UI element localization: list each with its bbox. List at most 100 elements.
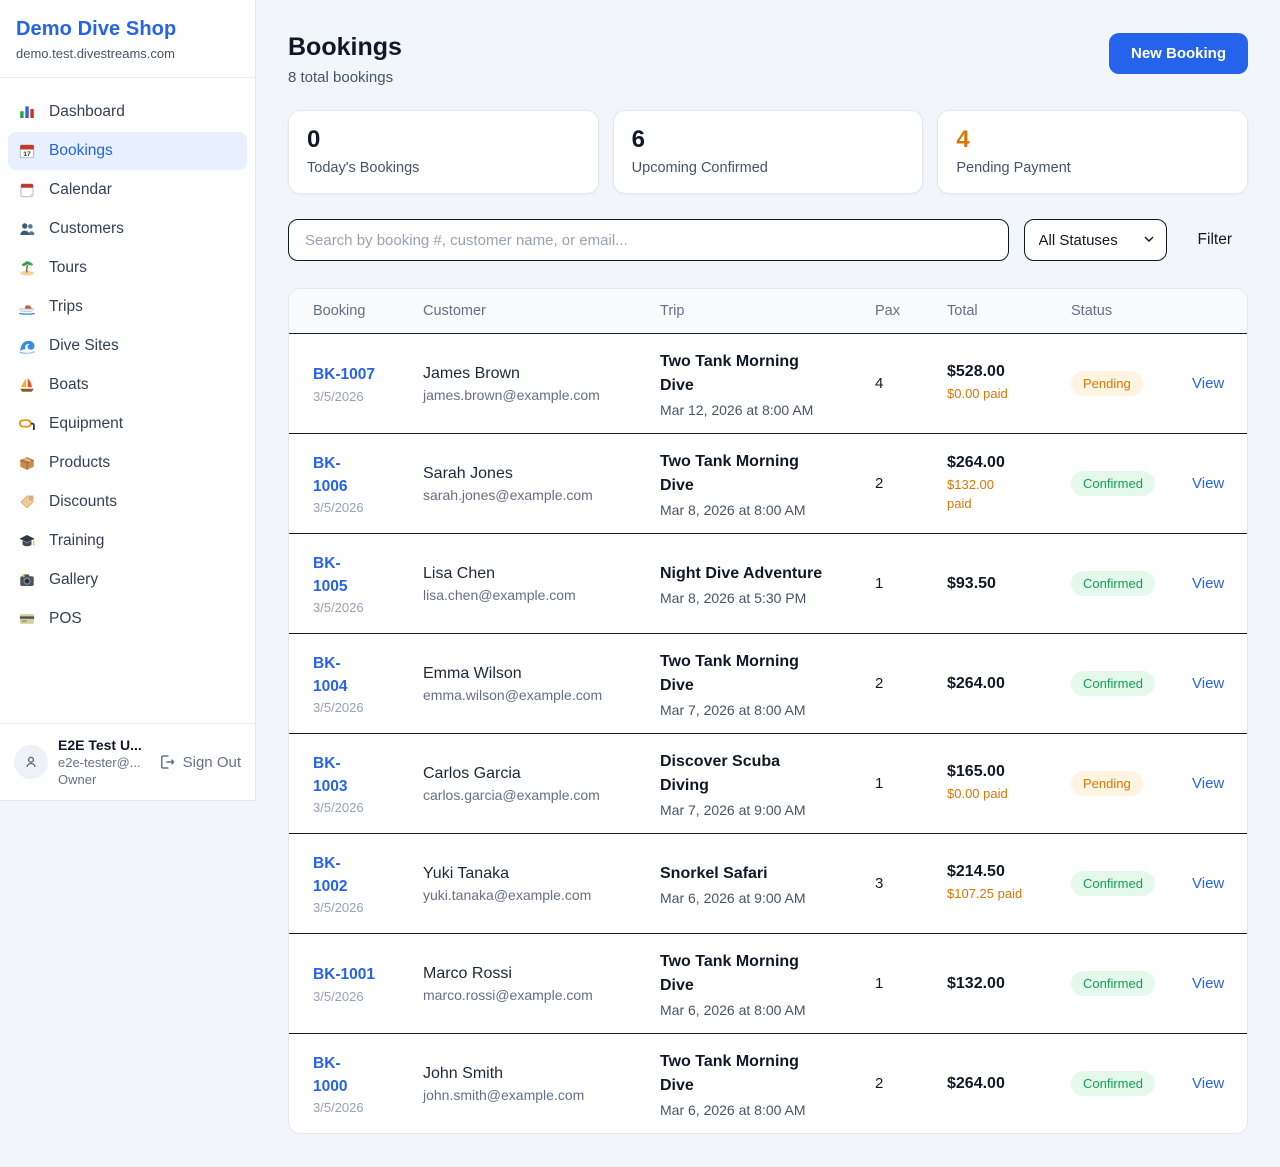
column-header-trip: Trip [660,303,685,319]
dashboard-chart-icon [18,103,36,121]
customer-email: james.brown@example.com [423,386,600,403]
booking-id-link[interactable]: BK- 1000 [313,1054,348,1095]
trip-datetime: Mar 8, 2026 at 8:00 AM [660,501,806,518]
sidebar-item-equipment[interactable]: Equipment [8,405,247,443]
trip-name: Two Tank Morning Dive [660,352,799,394]
trip-name: Discover Scuba Diving [660,752,781,794]
status-badge: Pending [1071,371,1143,396]
status-select[interactable]: All Statuses [1023,219,1167,261]
sidebar-item-products[interactable]: Products [8,444,247,482]
column-header-customer: Customer [423,303,486,319]
trip-datetime: Mar 8, 2026 at 5:30 PM [660,589,807,606]
customer-email: marco.rossi@example.com [423,986,593,1003]
sidebar-item-bookings[interactable]: 17 Bookings [8,132,247,170]
booking-id-link[interactable]: BK- 1006 [313,454,348,495]
stat-value: 0 [307,126,321,153]
column-header-pax: Pax [875,303,900,319]
booking-date: 3/5/2026 [313,700,364,716]
sidebar: Demo Dive Shop demo.test.divestreams.com… [0,0,256,801]
paid-amount: $0.00 paid [947,786,1008,802]
trip-datetime: Mar 7, 2026 at 9:00 AM [660,801,806,818]
trips-speedboat-icon [18,298,36,316]
booking-id-link[interactable]: BK-1001 [313,966,376,984]
status-badge: Confirmed [1071,871,1155,896]
view-link[interactable]: View [1192,674,1225,692]
sidebar-item-customers[interactable]: Customers [8,210,247,248]
column-header-status: Status [1071,303,1113,319]
status-badge: Confirmed [1071,571,1155,596]
boats-sailboat-icon [18,376,36,394]
sidebar-item-tours[interactable]: Tours [8,249,247,287]
bookings-calendar-icon: 17 [18,142,36,160]
booking-id-link[interactable]: BK- 1002 [313,854,348,895]
trip-name: Two Tank Morning Dive [660,952,799,994]
booking-date: 3/5/2026 [313,500,364,516]
customer-email: emma.wilson@example.com [423,686,603,703]
status-select-wrap: All Statuses [1023,219,1167,261]
booking-id-link[interactable]: BK- 1005 [313,554,348,595]
booking-id-link[interactable]: BK- 1004 [313,654,348,695]
sidebar-item-label: Boats [49,376,89,393]
sidebar-item-discounts[interactable]: Discounts [8,483,247,521]
customers-people-icon [18,220,36,238]
customer-email: carlos.garcia@example.com [423,786,600,803]
view-link[interactable]: View [1192,1074,1225,1092]
training-cap-icon [18,532,36,550]
booking-date: 3/5/2026 [313,1100,364,1116]
booking-date: 3/5/2026 [313,988,364,1004]
page-title: Bookings [288,33,402,61]
sidebar-item-label: Dashboard [49,103,125,120]
user-role: Owner [58,772,97,787]
view-link[interactable]: View [1192,574,1225,592]
sidebar-item-trips[interactable]: Trips [8,288,247,326]
sidebar-item-label: Tours [49,259,87,276]
table-header-row: Booking Customer Trip Pax Total Status [289,289,1247,333]
sidebar-item-pos[interactable]: POS [8,600,247,638]
sidebar-item-calendar[interactable]: Calendar [8,171,247,209]
view-link[interactable]: View [1192,374,1225,392]
sign-out-button[interactable]: Sign Out [158,753,241,771]
total-amount: $214.50 [947,863,1005,881]
booking-date: 3/5/2026 [313,600,364,616]
sidebar-item-dive-sites[interactable]: Dive Sites [8,327,247,365]
table-row: BK- 1004 3/5/2026 Emma Wilson emma.wilso… [289,633,1247,733]
sidebar-item-label: POS [49,610,82,627]
pax-count: 2 [875,675,884,692]
customer-email: sarah.jones@example.com [423,486,593,503]
booking-id-link[interactable]: BK- 1003 [313,754,348,795]
pax-count: 2 [875,1075,884,1092]
trip-name: Two Tank Morning Dive [660,652,799,694]
customer-name: Carlos Garcia [423,764,521,782]
discounts-tag-icon [18,493,36,511]
avatar [14,745,48,779]
stat-value: 4 [956,126,970,153]
stat-label: Today's Bookings [307,160,420,176]
trip-datetime: Mar 6, 2026 at 8:00 AM [660,1101,806,1118]
sidebar-item-boats[interactable]: Boats [8,366,247,404]
user-email: e2e-tester@... [58,755,141,770]
customer-name: James Brown [423,364,520,382]
search-input[interactable] [288,219,1009,261]
table-row: BK- 1000 3/5/2026 John Smith john.smith@… [289,1033,1247,1133]
sign-out-label: Sign Out [182,753,241,771]
total-amount: $165.00 [947,763,1005,781]
customer-name: Yuki Tanaka [423,864,509,882]
filter-button[interactable]: Filter [1182,231,1248,249]
svg-text:17: 17 [23,151,31,158]
view-link[interactable]: View [1192,474,1225,492]
booking-date: 3/5/2026 [313,800,364,816]
table-body: BK-1007 3/5/2026 James Brown james.brown… [289,333,1247,1133]
view-link[interactable]: View [1192,774,1225,792]
new-booking-button[interactable]: New Booking [1108,33,1248,74]
trip-datetime: Mar 7, 2026 at 8:00 AM [660,701,806,718]
view-link[interactable]: View [1192,974,1225,992]
sidebar-item-training[interactable]: Training [8,522,247,560]
sidebar-item-dashboard[interactable]: Dashboard [8,93,247,131]
view-link[interactable]: View [1192,874,1225,892]
booking-id-link[interactable]: BK-1007 [313,366,376,384]
filter-toolbar: All Statuses Filter [288,219,1248,261]
trip-name: Snorkel Safari [660,864,768,882]
sidebar-item-gallery[interactable]: Gallery [8,561,247,599]
pax-count: 2 [875,475,884,492]
sidebar-item-label: Equipment [49,415,124,432]
